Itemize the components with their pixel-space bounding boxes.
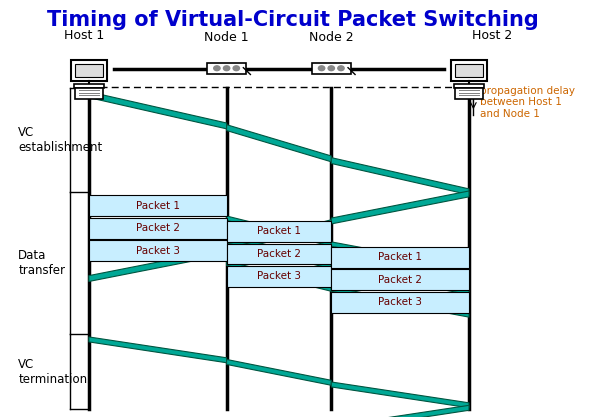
Text: Packet 1: Packet 1 [378,252,422,262]
Circle shape [319,66,324,70]
Text: Packet 3: Packet 3 [136,246,180,256]
Bar [227,221,331,242]
Text: Packet 2: Packet 2 [136,223,180,233]
Polygon shape [227,220,331,253]
Bar [75,63,103,77]
Text: propagation delay
between Host 1
and Node 1: propagation delay between Host 1 and Nod… [480,86,575,119]
Bar [227,266,331,287]
Bar [331,247,469,268]
Text: Node 1: Node 1 [204,31,249,44]
Circle shape [338,66,344,70]
Text: Timing of Virtual-Circuit Packet Switching: Timing of Virtual-Circuit Packet Switchi… [47,10,539,30]
Polygon shape [227,125,331,162]
Text: Data
transfer: Data transfer [18,249,65,277]
Text: Packet 1: Packet 1 [136,201,180,211]
Polygon shape [331,158,469,195]
Circle shape [224,66,230,70]
Bar [227,244,331,264]
Polygon shape [331,382,469,408]
Bar [71,60,107,81]
Text: VC
termination: VC termination [18,357,87,386]
Polygon shape [89,249,227,281]
Bar [331,292,469,313]
Polygon shape [227,359,331,385]
Text: Host 1: Host 1 [64,29,104,42]
Bar [312,63,350,75]
Text: Packet 1: Packet 1 [257,226,301,236]
Polygon shape [227,239,331,269]
Text: Packet 2: Packet 2 [257,249,301,259]
Polygon shape [331,405,469,417]
Bar [455,63,483,77]
Polygon shape [331,287,469,317]
Bar [74,84,104,88]
Bar [89,240,227,261]
Bar [454,84,484,88]
Polygon shape [227,216,331,246]
Circle shape [328,66,335,70]
Bar [331,269,469,290]
Circle shape [233,66,240,70]
Text: Node 2: Node 2 [309,31,353,44]
Bar [207,63,246,75]
Bar [75,88,103,99]
Text: Host 2: Host 2 [472,29,512,42]
Bar [89,195,227,216]
Text: Packet 3: Packet 3 [257,271,301,281]
Bar [451,60,487,81]
Polygon shape [89,92,227,129]
Polygon shape [331,191,469,224]
Polygon shape [331,264,469,294]
Bar [455,88,483,99]
Text: Packet 3: Packet 3 [378,297,422,307]
Circle shape [214,66,220,70]
Polygon shape [331,242,469,272]
Polygon shape [89,337,227,363]
Text: Packet 2: Packet 2 [378,275,422,285]
Text: VC
establishment: VC establishment [18,126,103,154]
Bar [89,218,227,239]
Polygon shape [227,261,331,291]
